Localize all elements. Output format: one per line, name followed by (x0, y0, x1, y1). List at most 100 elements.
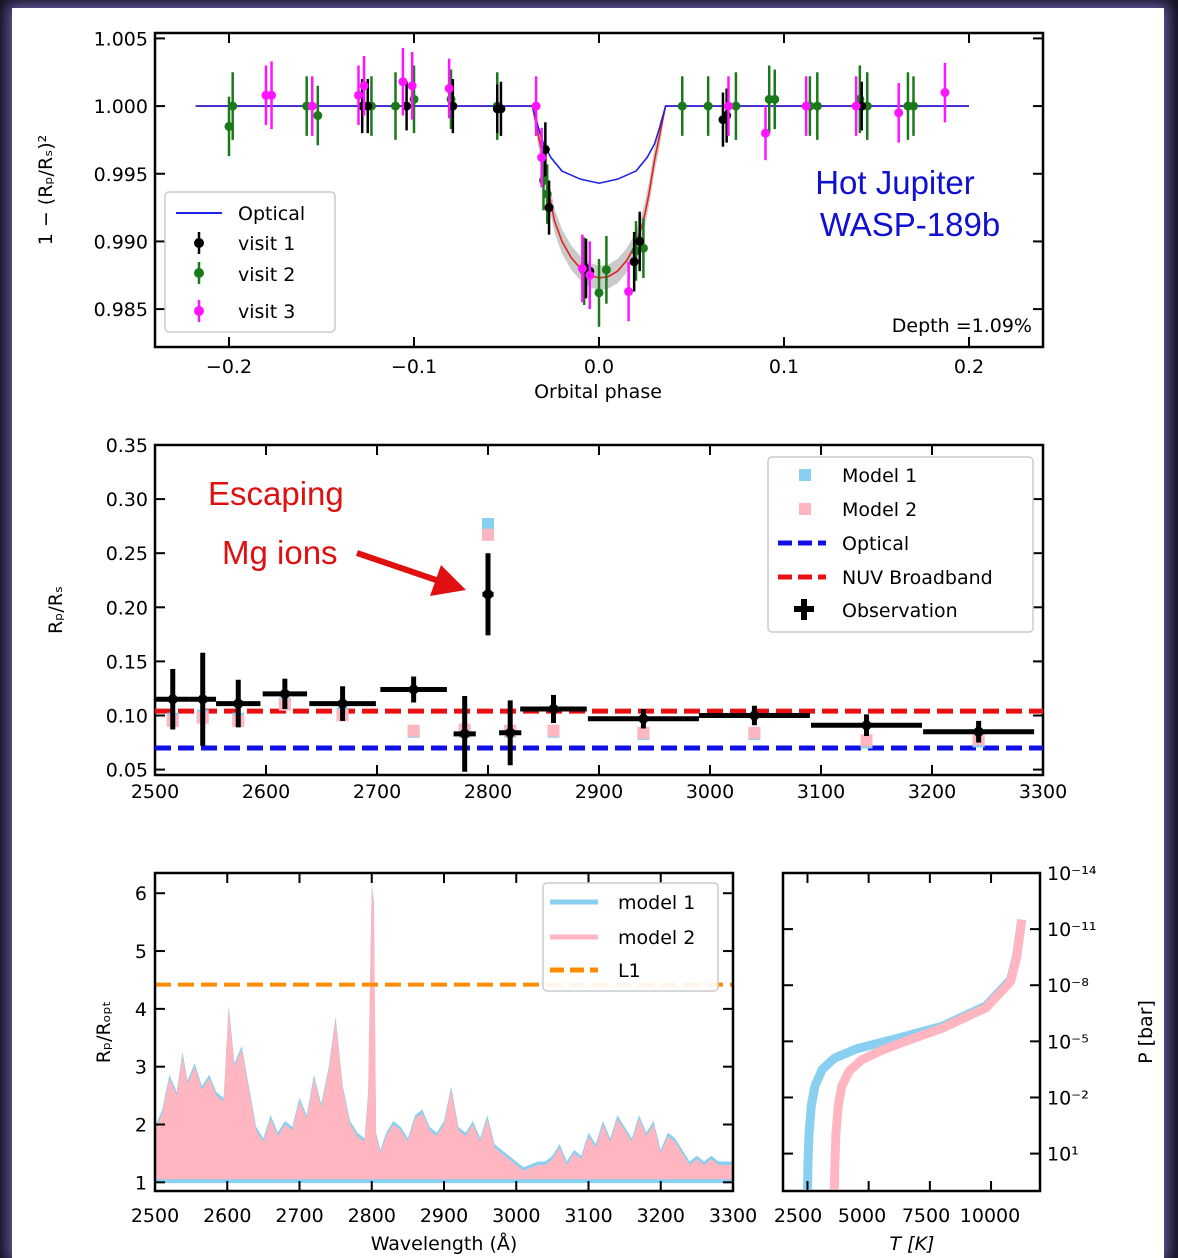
light-curve-y-tick-label: 0.995 (94, 164, 148, 186)
visit3-point (267, 90, 277, 100)
observation-point (233, 698, 244, 709)
planet-annotation-line1: Hot Jupiter (815, 164, 975, 201)
model-spectrum-x-tick-label: 2800 (348, 1205, 396, 1227)
legend-model1-text: model 1 (618, 892, 695, 914)
visit3-point (354, 90, 363, 100)
visit2-point (313, 111, 323, 121)
visit1-point (402, 101, 412, 111)
spectrum-y-tick-label: 0.35 (106, 435, 148, 457)
visit3-point (444, 83, 454, 93)
mg-annotation-line1: Escaping (208, 475, 344, 512)
spectrum-y-tick-label: 0.30 (106, 489, 148, 511)
spectrum-x-tick-label: 3300 (1019, 781, 1067, 803)
tp-x-tick-label: 7500 (902, 1205, 950, 1227)
visit2-point (703, 101, 713, 111)
spectrum-y-tick-label: 0.25 (106, 543, 148, 565)
visit1-point (540, 144, 550, 154)
tp-y-tick-label: 10⁻¹⁴ (1047, 863, 1097, 885)
light-curve-ylabel: 1 − (Rₚ/Rₛ)² (35, 135, 57, 246)
visit2-point (391, 101, 400, 111)
visit2-point (409, 94, 419, 104)
visit2-point (909, 101, 918, 111)
model-spectrum-x-tick-label: 2700 (275, 1205, 323, 1227)
legend-observation-label: Observation (842, 600, 958, 622)
tp-x-tick-label: 5000 (838, 1205, 886, 1227)
observation-point (459, 728, 470, 739)
spectrum-y-tick-label: 0.05 (106, 760, 148, 782)
visit2-point (812, 101, 822, 111)
model-spectrum-chart: 2500 2600 2700 2800 2900 3000 3100 3200 3300 6 5 4… (93, 871, 757, 1255)
tp-model2-line (829, 919, 1027, 1190)
model-spectrum-x-tick-label: 3100 (564, 1205, 612, 1227)
spectrum-legend: Model 1 Model 2 Optical NUV Broadband Ob… (767, 456, 1034, 633)
spectrum-ylabel: Rₚ/Rₛ (45, 586, 67, 634)
model-spectrum-x-tick-label: 2900 (420, 1205, 468, 1227)
light-curve-y-tick-label: 1.000 (94, 96, 148, 118)
model2-marker (748, 726, 761, 739)
spectrum-y-tick-label: 0.20 (106, 597, 148, 619)
spectrum-y-ticks: 0.35 0.30 0.25 0.20 0.15 0.10 0.05 (106, 435, 1043, 782)
observation-point (337, 698, 348, 709)
light-curve-xlabel: Orbital phase (534, 381, 662, 403)
mg-annotation-arrow (356, 550, 466, 596)
model-spectrum-y-tick-label: 6 (135, 883, 147, 905)
legend-visit2-marker (194, 262, 204, 284)
visit3-point (940, 88, 950, 98)
visit1-point (448, 101, 458, 111)
legend-observation-marker (794, 599, 814, 620)
model2-marker (860, 734, 873, 747)
model-spectrum-xlabel: Wavelength (Å) (371, 1232, 518, 1255)
legend-model2-label: Model 2 (842, 499, 917, 521)
model-spectrum-y-tick-label: 2 (135, 1115, 147, 1137)
visit1-point (496, 104, 506, 114)
model-spectrum-x-tick-label: 3000 (492, 1205, 540, 1227)
visit3-point (307, 101, 317, 111)
visit3-point (531, 101, 541, 111)
model-spectrum-x-tick-label: 2500 (131, 1205, 179, 1227)
spectrum-x-tick-label: 2700 (353, 781, 401, 803)
optical-model-line (195, 105, 969, 185)
tp-x-ticks: 2500 5000 7500 10000 (774, 873, 1020, 1227)
visit3-point (398, 77, 408, 87)
visit2-point (601, 265, 611, 275)
observation-point (749, 710, 760, 721)
spectrum-x-tick-label: 2500 (131, 781, 179, 803)
spectrum-x-tick-label: 3000 (686, 781, 734, 803)
observation-point (638, 713, 649, 724)
light-curve-y-tick-label: 0.985 (94, 299, 148, 321)
visit2-point (731, 101, 741, 111)
transmission-spectrum-chart: 2500 2600 2700 2800 2900 3000 3100 3200 3300 0.3… (45, 435, 1067, 803)
light-curve-x-tick-label: 0.0 (584, 356, 614, 378)
model-spectrum-ylabel: Rₚ/Rₒₚₜ (93, 1001, 115, 1064)
observation-point (505, 727, 516, 738)
legend-model2-marker (799, 503, 811, 515)
visit2-point (638, 243, 648, 253)
tp-axes-frame (781, 871, 1042, 1193)
observation-point (861, 720, 872, 731)
visit1-point (635, 236, 645, 246)
light-curve-x-tick-label: 0.1 (769, 356, 799, 378)
visit2-point (770, 94, 780, 104)
visit2-point (677, 101, 687, 111)
spectrum-x-tick-label: 2800 (464, 781, 512, 803)
visit1-point (363, 101, 373, 111)
model2-marker (637, 726, 650, 739)
tp-x-tick-label: 2500 (774, 1205, 822, 1227)
transit-depth-label: Depth =1.09% (892, 315, 1032, 337)
visit3-point (801, 101, 811, 111)
spectrum-x-ticks: 2500 2600 2700 2800 2900 3000 3100 3200 3300 (131, 445, 1067, 803)
spectrum-legend-box (767, 456, 1034, 633)
light-curve-x-tick-label: −0.2 (206, 356, 252, 378)
tp-y-tick-label: 10¹ (1047, 1144, 1079, 1166)
spectrum-x-tick-label: 3200 (908, 781, 956, 803)
light-curve-legend: Optical visit 1 visit 2 visit 3 (164, 191, 336, 333)
light-curve-x-tick-label: −0.1 (391, 356, 437, 378)
model-spectrum-legend-box (542, 882, 719, 992)
legend-visit3-label: visit 3 (238, 301, 295, 323)
visit3-point (577, 264, 587, 273)
model-spectrum-x-tick-label: 3300 (709, 1205, 757, 1227)
visit3-point (359, 81, 369, 91)
observation-point (279, 688, 290, 699)
tp-y-tick-label: 10⁻⁸ (1047, 975, 1089, 997)
